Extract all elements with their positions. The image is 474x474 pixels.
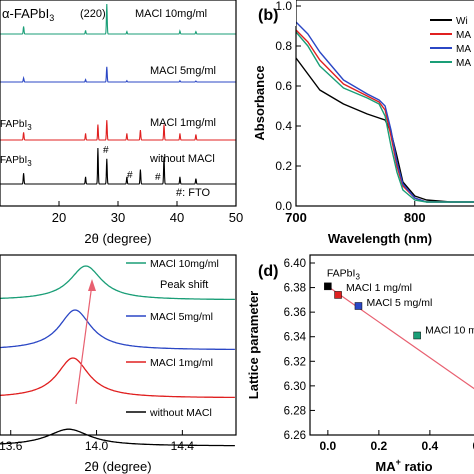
panel-d-ytick-label: 6.36	[284, 307, 306, 319]
fto-mark-3: #	[155, 172, 161, 183]
panel-b-xtick-label: 800	[404, 210, 426, 225]
panel-a-trace-2	[0, 120, 236, 141]
fto-mark-1: #	[103, 145, 109, 156]
panel-b-ytick-label: 0.6	[275, 79, 292, 93]
panel-c-trace-1	[0, 309, 235, 351]
panel-d-point-label: MACl 5 mg/ml	[366, 297, 432, 309]
panel-c-trace-3	[0, 428, 235, 447]
panel-c-xtick-label: 13.6	[0, 439, 23, 453]
panel-b-frame	[295, 0, 474, 207]
panel-a-delta-label-lower: FAPbI3	[0, 155, 32, 168]
panel-c-legend: MACl 10mg/ml MACl 5mg/ml MACl 1mg/ml withou…	[126, 258, 219, 419]
panel-d-point	[354, 302, 363, 310]
panel-c-trace-0	[0, 265, 235, 301]
panel-b-ytick-label: 0.0	[275, 199, 292, 213]
panel-a-trace-3	[0, 147, 236, 185]
panel-b-legend: Wi MA MA MA	[430, 16, 471, 69]
panel-c-legend-label: MACl 5mg/ml	[150, 311, 213, 323]
panel-a: α-FAPbI3 (220) MACl 10mg/ml MACl 5mg/ml …	[0, 0, 243, 246]
panel-d-label: (d)	[258, 263, 278, 280]
panel-b-legend-label: MA	[456, 44, 471, 55]
panel-d-point	[324, 282, 332, 291]
panel-d-point	[334, 291, 342, 299]
panel-d-point-label: MACl 10 mg/m	[425, 324, 474, 336]
peak-shift-arrow	[75, 279, 96, 405]
panel-b-series-3	[295, 31, 474, 203]
peak-shift-annotation: Peak shift	[160, 279, 208, 291]
panel-b-label: (b)	[258, 7, 278, 24]
panel-d-ytick-label: 6.34	[284, 332, 307, 344]
panel-b-ticks: 0.0 0.2 0.4 0.6 0.8 1.0 700 800	[275, 0, 425, 225]
panel-c: MACl 10mg/ml MACl 5mg/ml MACl 1mg/ml withou…	[0, 254, 237, 474]
panel-c-xticks: 13.6 14.0 14.4	[0, 430, 194, 453]
panel-a-trace-0	[0, 3, 236, 35]
panel-a-traces	[0, 3, 236, 185]
panel-b-label-bg	[252, 0, 296, 26]
panel-a-delta-label-upper: FAPbI3	[0, 119, 32, 132]
panel-d-ytick-label: 6.28	[284, 405, 306, 417]
panel-a-xlabel: 2θ (degree)	[84, 231, 151, 246]
panel-c-frame	[0, 254, 237, 436]
panel-a-xtick-label: 20	[52, 210, 66, 225]
panel-b: (b) 0.0 0.2 0.4 0.6 0.8 1.0 700 800 Wi MA MA MA Ab…	[252, 0, 474, 246]
panel-b-ytick-label: 0.8	[275, 39, 292, 53]
panel-a-xtick-label: 50	[229, 210, 243, 225]
panel-d-ytick-label: 6.26	[284, 430, 306, 442]
panel-c-trace-2	[0, 357, 235, 399]
panel-d-fit-line	[327, 285, 474, 390]
panel-d-ylabel: Lattice parameter	[246, 291, 261, 399]
panel-d-xtick-label: 0.6	[473, 439, 474, 453]
panel-a-phase-label: α-FAPbI3	[2, 6, 54, 23]
panel-c-legend-label: MACl 1mg/ml	[150, 357, 213, 369]
panel-d-xtick-label: 0.4	[422, 439, 439, 453]
panel-b-traces	[295, 21, 474, 203]
panel-d-point-label: MACl 1 mg/ml	[346, 282, 412, 294]
fto-mark-2: #	[127, 170, 133, 181]
panel-d-xtick-label: 0.2	[371, 439, 388, 453]
panel-b-xlabel: Wavelength (nm)	[328, 231, 432, 246]
panel-d-ytick-label: 6.32	[284, 356, 306, 368]
panel-a-peak-label: (220)	[80, 8, 106, 20]
panel-b-legend-label: Wi	[456, 16, 468, 27]
panel-a-fto-note: #: FTO	[176, 187, 210, 199]
panel-d-xtick-label: 0.0	[320, 439, 337, 453]
panel-b-ylabel: Absorbance	[252, 65, 267, 140]
panel-a-frame	[0, 0, 237, 207]
panel-a-xticks: 20 30 40 50	[52, 201, 243, 225]
series-label-without: without MACl	[149, 153, 215, 165]
panel-d-frame	[309, 254, 474, 436]
panel-a-xtick-label: 30	[111, 210, 125, 225]
panel-c-xtick-label: 14.4	[171, 439, 195, 453]
panel-d-xlabel: MA+ ratio	[375, 457, 432, 474]
series-label-10mg: MACl 10mg/ml	[135, 8, 207, 20]
panel-b-ytick-label: 0.4	[275, 119, 292, 133]
panel-b-series-0	[295, 57, 474, 203]
panel-b-xtick-label: 700	[285, 210, 307, 225]
panel-d-ytick-label: 6.40	[284, 258, 306, 270]
panel-d-point	[413, 331, 421, 340]
panel-a-trace-1	[0, 66, 236, 83]
panel-d-ticks: 6.26 6.28 6.30 6.32 6.34 6.36 6.38 6.40 0.0 0.2 0.…	[284, 258, 474, 453]
panel-c-legend-label: without MACl	[149, 407, 212, 419]
panel-a-xtick-label: 40	[170, 210, 184, 225]
panel-d-ytick-label: 6.30	[284, 381, 306, 393]
series-label-5mg: MACl 5mg/ml	[150, 65, 216, 77]
panel-b-legend-label: MA	[456, 58, 471, 69]
panel-c-legend-label: MACl 10mg/ml	[150, 258, 219, 270]
panel-c-xtick-label: 14.0	[85, 439, 109, 453]
panel-b-ytick-label: 0.2	[275, 159, 292, 173]
panel-c-xlabel: 2θ (degree)	[84, 459, 151, 474]
series-label-1mg: MACl 1mg/ml	[150, 117, 216, 129]
panel-d-point-label: FAPbI3	[327, 267, 361, 281]
panel-b-ytick-label: 1.0	[275, 0, 292, 13]
panel-c-traces	[0, 265, 235, 447]
panel-d-ytick-label: 6.38	[284, 283, 306, 295]
panel-b-legend-label: MA	[456, 30, 471, 41]
